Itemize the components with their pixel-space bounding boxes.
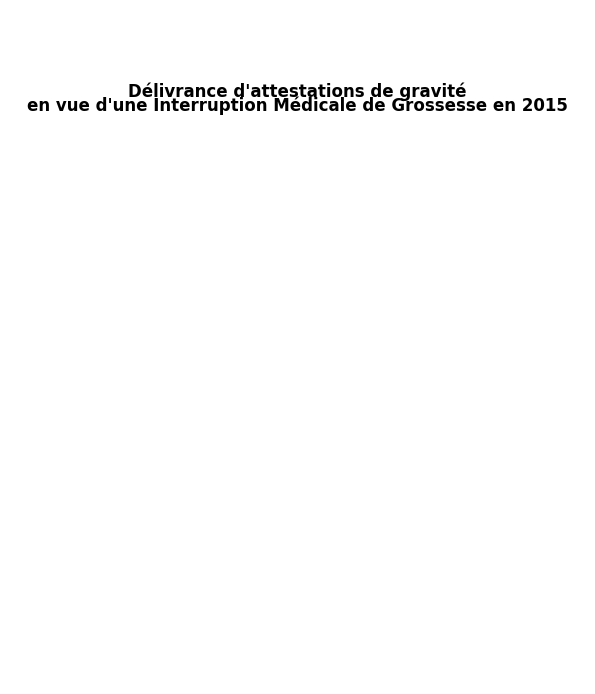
Text: en vue d'une Interruption Médicale de Grossesse en 2015: en vue d'une Interruption Médicale de Gr… [27,96,568,115]
Text: Délivrance d'attestations de gravité: Délivrance d'attestations de gravité [129,83,466,101]
